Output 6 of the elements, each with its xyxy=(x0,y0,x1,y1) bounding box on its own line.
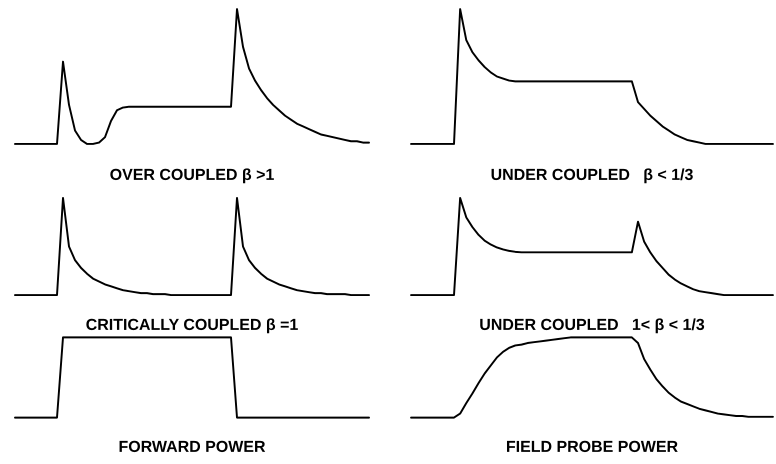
text: UNDER COUPLED β < 1/3 xyxy=(492,168,693,184)
text: OVER COUPLED β >1 xyxy=(110,168,274,184)
text: FORWARD POWER xyxy=(120,440,266,452)
text: CRITICALLY COUPLED β =1 xyxy=(86,318,298,334)
text: FIELD PROBE POWER xyxy=(506,440,678,452)
text: UNDER COUPLED 1< β < 1/3 xyxy=(480,318,704,334)
